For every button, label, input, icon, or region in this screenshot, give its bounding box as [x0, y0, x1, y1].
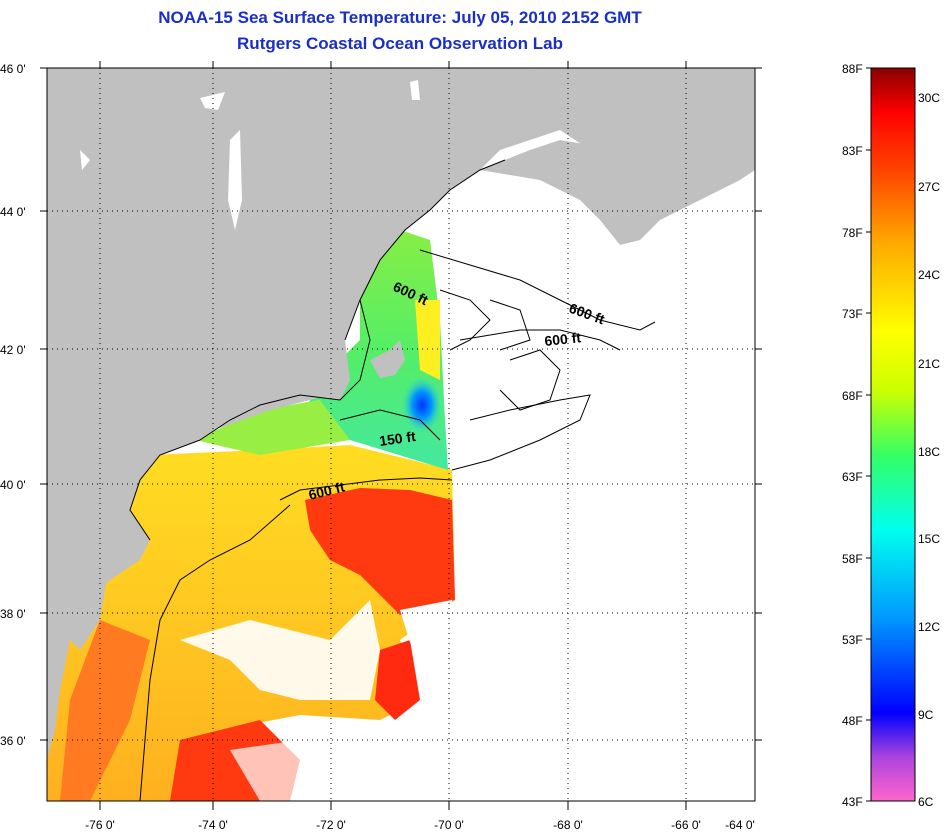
colorbar-f-label: 78F — [842, 226, 863, 240]
lat-label: 36 0' — [0, 734, 26, 748]
colorbar-f-label: 88F — [842, 62, 863, 76]
colorbar-c-label: 15C — [918, 532, 940, 546]
colorbar-f-label: 73F — [842, 307, 863, 321]
colorbar-f-label: 83F — [842, 144, 863, 158]
colorbar-c-label: 6C — [918, 795, 934, 809]
map-frame — [46, 67, 756, 802]
depth-label: 600 ft — [544, 329, 582, 349]
depth-label: 150 ft — [378, 428, 417, 449]
temperature-colorbar — [870, 67, 916, 802]
sst-data-layer — [47, 195, 455, 801]
colorbar-c-label: 9C — [918, 708, 934, 722]
axis-ticks — [40, 61, 762, 810]
colorbar-f-label: 43F — [842, 795, 863, 809]
land-layer — [47, 68, 755, 760]
lon-label: -76 0' — [85, 818, 115, 832]
depth-contours — [139, 249, 656, 801]
colorbar-c-label: 12C — [918, 620, 940, 634]
lat-label: 44 0' — [0, 205, 26, 219]
colorbar-c-label: 18C — [918, 445, 940, 459]
lon-label: -66 0' — [671, 818, 701, 832]
lat-label: 42 0' — [0, 343, 26, 357]
colorbar-f-label: 68F — [842, 389, 863, 403]
lat-label: 46 0' — [0, 62, 26, 76]
colorbar-f-label: 48F — [842, 714, 863, 728]
colorbar-c-label: 30C — [918, 91, 940, 105]
lat-label: 38 0' — [0, 607, 26, 621]
lon-label: -74 0' — [198, 818, 228, 832]
lon-label: -68 0' — [553, 818, 583, 832]
map-subtitle: Rutgers Coastal Ocean Observation Lab — [237, 34, 563, 53]
lat-label: 40 0' — [0, 478, 26, 492]
colorbar-c-label: 27C — [918, 180, 940, 194]
colorbar-c-label: 24C — [918, 268, 940, 282]
colorbar-f-label: 63F — [842, 470, 863, 484]
colorbar-ticks — [866, 67, 871, 802]
lon-label: -64 0' — [725, 818, 755, 832]
map-title: NOAA-15 Sea Surface Temperature: July 05… — [158, 8, 642, 27]
graticule — [47, 68, 755, 801]
lakes — [80, 80, 420, 230]
lon-label: -72 0' — [316, 818, 346, 832]
colorbar-f-label: 58F — [842, 552, 863, 566]
colorbar-f-label: 53F — [842, 633, 863, 647]
lon-label: -70 0' — [434, 818, 464, 832]
colorbar-c-label: 21C — [918, 357, 940, 371]
